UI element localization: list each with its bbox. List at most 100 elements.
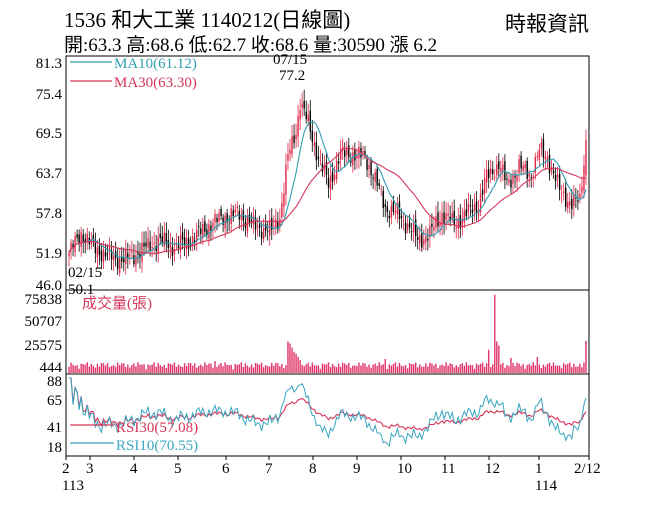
volume-bar	[554, 365, 557, 373]
candle-body	[354, 149, 356, 161]
volume-bar	[151, 364, 153, 373]
volume-bar	[392, 364, 395, 373]
volume-bar	[313, 365, 316, 373]
candle-body	[469, 205, 472, 207]
candle-body	[477, 210, 480, 217]
volume-bar	[562, 363, 565, 373]
candle-body	[181, 232, 184, 240]
volume-bar	[481, 362, 484, 373]
candle-body	[567, 201, 569, 209]
candle-body	[372, 177, 374, 179]
candle-body	[402, 220, 405, 222]
volume-bar	[108, 367, 111, 373]
candle-body	[504, 161, 506, 181]
candle-body	[185, 237, 188, 250]
volume-bar	[177, 364, 180, 373]
volume-bar	[524, 368, 526, 373]
candle-body	[202, 224, 204, 238]
candle-body	[222, 217, 224, 225]
rsi-tick-label: 41	[47, 420, 62, 436]
candle-body	[487, 169, 490, 179]
candle-body	[329, 175, 332, 190]
volume-bar	[457, 367, 459, 373]
rsi10-legend: RSI10(70.55)	[116, 438, 198, 454]
month-label: 2/12	[574, 461, 601, 477]
candle-body	[508, 179, 510, 183]
volume-bar	[398, 362, 401, 373]
rsi-tick-label: 88	[47, 374, 62, 390]
candle-body	[262, 227, 265, 240]
candle-body	[461, 218, 464, 228]
volume-bar	[283, 368, 285, 373]
low-date-annotation: 02/15	[68, 265, 102, 281]
volume-bar	[366, 366, 368, 373]
volume-bar	[376, 365, 378, 373]
volume-bar	[325, 364, 328, 373]
candle-body	[485, 169, 488, 183]
volume-bar	[429, 362, 431, 373]
volume-bar	[455, 365, 457, 373]
volume-bar	[558, 365, 561, 373]
volume-bar	[451, 363, 453, 373]
candle-body	[279, 219, 281, 227]
volume-bar	[141, 364, 143, 373]
volume-bar	[573, 363, 575, 373]
candle-body	[137, 251, 139, 255]
candle-body	[447, 213, 449, 216]
candle-body	[483, 178, 486, 194]
volume-bar	[226, 364, 228, 373]
price-tick-label: 57.8	[36, 206, 62, 222]
candle-body	[573, 194, 575, 207]
price-tick-label: 75.4	[36, 87, 63, 103]
volume-bar	[90, 363, 93, 373]
volume-bar	[384, 359, 386, 373]
candle-body	[200, 228, 202, 234]
volume-bar	[465, 362, 468, 373]
volume-bar	[252, 367, 255, 373]
candle-body	[281, 203, 283, 218]
volume-bar	[173, 362, 176, 373]
volume-bar	[449, 363, 451, 373]
candle-body	[451, 212, 453, 219]
volume-bar	[414, 362, 417, 373]
volume-bar	[256, 363, 259, 373]
candle-body	[437, 212, 439, 227]
volume-bar	[571, 367, 573, 373]
volume-bar	[169, 363, 172, 373]
candle-body	[400, 216, 403, 218]
candle-body	[404, 222, 407, 234]
data-source: 時報資訊	[505, 12, 589, 36]
volume-bar	[145, 369, 147, 373]
candle-body	[240, 214, 243, 220]
volume-bar	[425, 363, 427, 373]
volume-bar	[266, 365, 269, 373]
candle-body	[287, 154, 289, 161]
volume-bar	[536, 356, 539, 373]
volume-bar	[445, 362, 447, 373]
volume-bar	[319, 368, 322, 373]
candle-body	[98, 246, 101, 255]
candle-body	[129, 255, 131, 257]
volume-bar	[125, 367, 127, 373]
candle-body	[311, 130, 314, 142]
volume-bar	[242, 366, 245, 373]
volume-bar	[94, 367, 97, 373]
candle-body	[159, 233, 161, 238]
candlesticks	[68, 89, 587, 277]
candle-body	[234, 209, 236, 213]
volume-bar	[305, 364, 307, 373]
volume-bar	[218, 364, 220, 373]
volume-bar	[196, 367, 198, 373]
candle-body	[76, 234, 78, 238]
candle-body	[264, 223, 267, 231]
candle-body	[92, 235, 95, 240]
volume-bar	[538, 364, 541, 373]
rsi30-legend: RSI30(57.08)	[116, 420, 198, 436]
volume-bar	[277, 363, 279, 373]
candle-body	[382, 190, 384, 209]
candle-body	[163, 232, 166, 247]
candle-body	[177, 245, 180, 249]
volume-bar	[264, 365, 267, 373]
volume-bar	[502, 362, 504, 373]
candle-body	[457, 218, 459, 229]
